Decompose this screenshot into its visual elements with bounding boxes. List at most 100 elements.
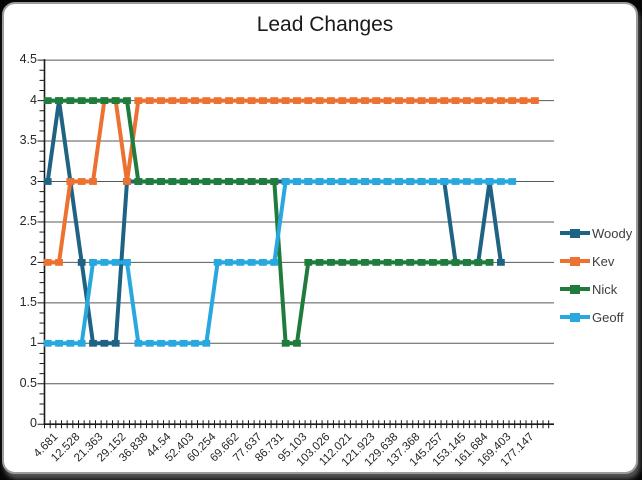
marker-nick [395,259,403,266]
marker-woody [77,259,86,266]
marker-kev [440,97,449,104]
marker-geoff [372,178,381,185]
marker-geoff [77,339,86,347]
y-tick-label: 1 [30,335,37,350]
series-line-nick [47,98,490,346]
legend-label: Nick [592,281,618,297]
marker-geoff [225,259,233,266]
marker-nick [225,178,233,185]
plot-area [37,59,554,429]
legend-item-kev: Kev [560,247,636,275]
marker-kev [191,97,199,104]
marker-geoff [145,339,154,347]
marker-geoff [259,259,267,266]
marker-geoff [497,178,505,185]
marker-nick [406,259,415,266]
marker-nick [361,259,369,266]
marker-kev [123,178,131,185]
marker-kev [281,97,290,104]
marker-nick [463,259,471,266]
marker-geoff [270,259,279,266]
marker-kev [259,97,267,104]
marker-nick [168,178,177,185]
marker-geoff [111,259,120,266]
marker-nick [270,178,279,185]
marker-kev [270,97,279,104]
marker-nick [145,178,154,185]
marker-geoff [43,339,52,347]
marker-kev [463,97,471,104]
y-tick-label: 4.5 [19,52,37,67]
marker-nick [100,97,109,104]
marker-nick [179,178,188,185]
marker-nick [338,259,347,266]
marker-geoff [55,339,63,347]
marker-nick [247,178,256,185]
marker-geoff [349,178,358,185]
marker-woody [497,259,505,266]
marker-geoff [383,178,392,185]
marker-geoff [440,178,449,185]
y-tick-label: 3 [30,173,37,188]
marker-geoff [395,178,403,185]
chart-title: Lead Changes [256,13,394,36]
marker-kev [406,97,415,104]
marker-kev [168,97,177,104]
legend-label: Kev [592,253,615,269]
marker-nick [157,178,165,185]
marker-nick [440,259,449,266]
marker-kev [474,97,483,104]
marker-geoff [213,259,222,266]
marker-nick [236,178,245,185]
marker-kev [145,97,154,104]
marker-woody [89,339,97,347]
y-tick-label: 1.5 [19,294,37,309]
y-tick-label: 3.5 [19,133,37,148]
marker-nick [383,259,392,266]
marker-kev [55,259,63,266]
marker-geoff [202,339,211,347]
marker-geoff [134,339,143,347]
marker-nick [202,178,211,185]
legend-marker-woody [560,228,590,238]
marker-kev [429,97,437,104]
legend: Woody Kev Nick Geoff [560,219,636,331]
marker-woody [111,339,120,347]
marker-nick [349,259,358,266]
marker-geoff [406,178,415,185]
marker-kev [361,97,369,104]
marker-kev [77,178,86,185]
marker-kev [213,97,222,104]
marker-geoff [463,178,471,185]
marker-geoff [236,259,245,266]
marker-kev [338,97,347,104]
chart-card: Lead Changes 4.5 4 3.5 3 2.5 2 1.5 1 0.5 0 4.681 1… [2,2,638,474]
marker-geoff [429,178,437,185]
marker-nick [66,97,75,104]
marker-kev [497,97,505,104]
marker-geoff [168,339,177,347]
marker-woody [43,178,52,185]
y-tick-label: 2.5 [19,213,37,228]
marker-kev [202,97,211,104]
marker-kev [383,97,392,104]
marker-geoff [338,178,347,185]
marker-kev [304,97,313,104]
marker-nick [55,97,63,104]
marker-geoff [451,178,460,185]
marker-woody [100,339,109,347]
legend-marker-kev [560,256,590,266]
marker-kev [451,97,460,104]
marker-geoff [179,339,188,347]
marker-nick [191,178,199,185]
marker-geoff [66,339,75,347]
legend-item-woody: Woody [560,219,636,247]
marker-kev [315,97,324,104]
marker-kev [485,97,494,104]
marker-nick [123,97,131,104]
marker-nick [372,259,381,266]
marker-kev [519,97,528,104]
marker-kev [530,97,539,104]
marker-nick [77,97,86,104]
marker-geoff [361,178,369,185]
